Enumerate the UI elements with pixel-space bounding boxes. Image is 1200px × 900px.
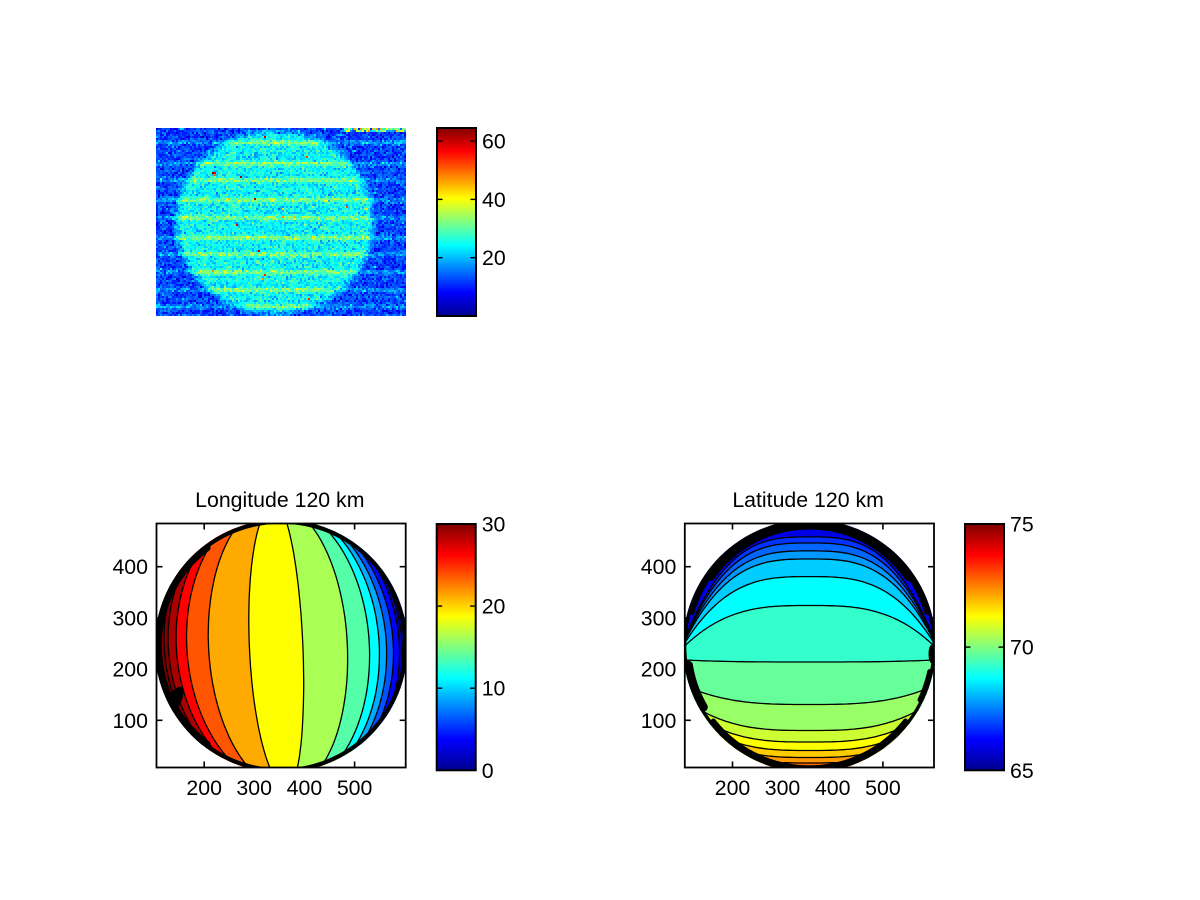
svg-text:300: 300 (236, 776, 272, 800)
svg-text:400: 400 (815, 776, 851, 800)
svg-text:10: 10 (482, 677, 506, 701)
svg-text:200: 200 (112, 658, 148, 682)
svg-text:75: 75 (1010, 513, 1034, 537)
svg-text:200: 200 (641, 658, 677, 682)
svg-text:Longitude 120 km: Longitude 120 km (195, 488, 364, 512)
svg-text:30: 30 (482, 513, 506, 537)
svg-text:200: 200 (715, 776, 751, 800)
svg-text:400: 400 (112, 555, 148, 579)
svg-text:500: 500 (865, 776, 901, 800)
svg-text:60: 60 (482, 130, 506, 154)
svg-text:500: 500 (337, 776, 373, 800)
svg-text:200: 200 (186, 776, 222, 800)
svg-text:0: 0 (482, 759, 494, 783)
svg-text:100: 100 (112, 709, 148, 733)
svg-text:20: 20 (482, 246, 506, 270)
svg-text:40: 40 (482, 188, 506, 212)
svg-text:Latitude 120 km: Latitude 120 km (732, 488, 884, 512)
svg-text:100: 100 (641, 709, 677, 733)
svg-text:300: 300 (765, 776, 801, 800)
svg-text:300: 300 (641, 606, 677, 630)
svg-text:400: 400 (287, 776, 323, 800)
svg-text:70: 70 (1010, 636, 1034, 660)
svg-text:20: 20 (482, 595, 506, 619)
svg-text:65: 65 (1010, 759, 1034, 783)
svg-text:300: 300 (112, 606, 148, 630)
svg-text:400: 400 (641, 555, 677, 579)
